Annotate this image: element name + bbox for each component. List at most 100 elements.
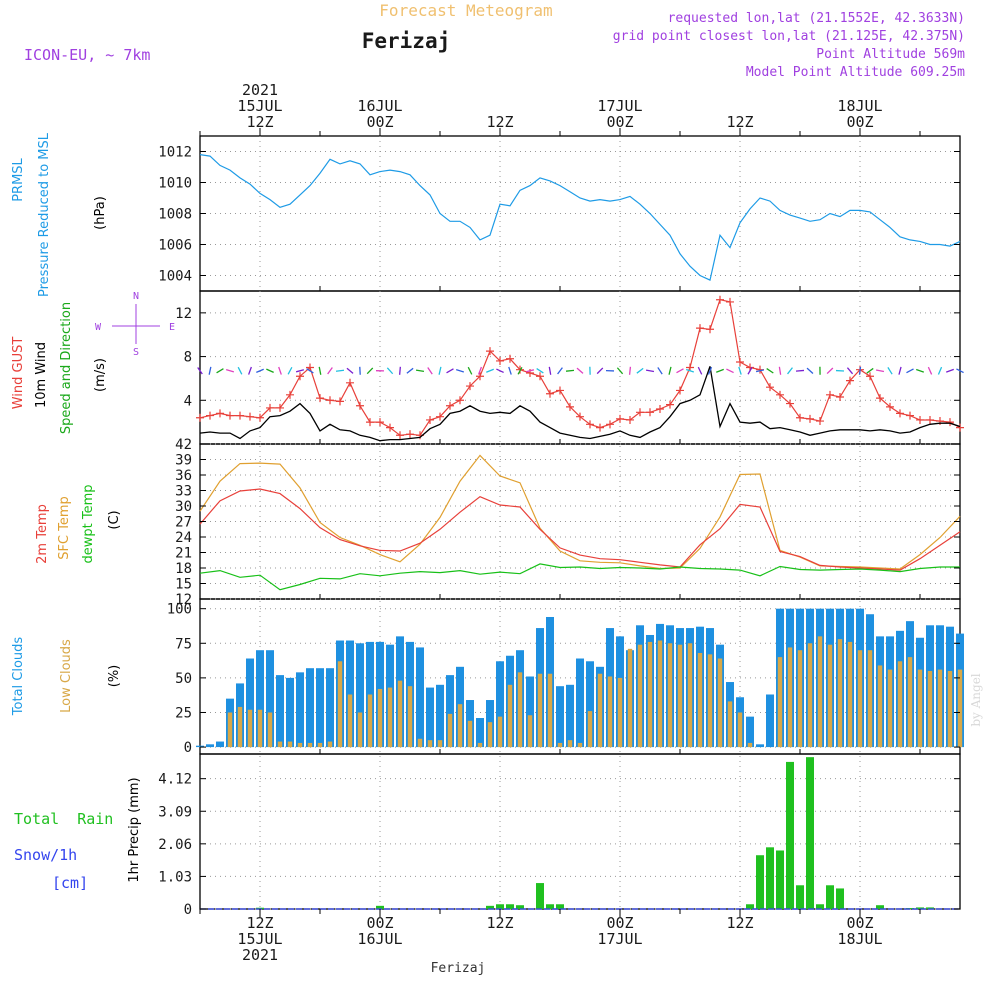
bottom-time-label: 12Z (726, 914, 753, 932)
low-clouds-bar (447, 713, 453, 748)
gust-marker (266, 403, 274, 412)
low-clouds-bar (497, 716, 503, 748)
rain-bar (766, 847, 774, 909)
wind-direction-arrow (906, 368, 914, 374)
low-clouds-bar (517, 672, 523, 748)
low-clouds-bar (237, 706, 243, 748)
wind-direction-arrow (225, 369, 235, 373)
gust-marker (386, 423, 394, 432)
gust-marker (586, 420, 594, 429)
low-clouds-bar (457, 704, 463, 748)
top-time-label: 12Z (486, 113, 513, 131)
temp-ytick-label: 21 (175, 546, 192, 562)
total-clouds-bar (436, 684, 444, 748)
wind-direction-arrow (386, 367, 394, 375)
gust-marker (576, 412, 584, 421)
low-clouds-bar (437, 740, 443, 748)
rain-bar (796, 885, 804, 909)
low-clouds-bar (347, 694, 353, 748)
gust-marker (816, 417, 824, 426)
wind-direction-arrow (795, 369, 805, 372)
gust-marker (676, 386, 684, 395)
low-clouds-bar (527, 715, 533, 748)
wind-ytick-label: 12 (175, 306, 192, 322)
gust-marker (916, 415, 924, 424)
low-clouds-bar (627, 648, 633, 748)
model-altitude: Model Point Altitude 609.25m (746, 65, 965, 80)
wind-direction-arrow (548, 366, 552, 375)
wind-direction-arrow (787, 367, 793, 375)
low-clouds-bar (257, 709, 263, 748)
clouds-ytick-label: 75 (175, 636, 192, 652)
low-clouds-bar (747, 742, 753, 748)
wind-direction-arrow (927, 366, 933, 375)
low-clouds-bar (727, 701, 733, 748)
low-clouds-bar (857, 650, 863, 748)
gust-marker (406, 430, 414, 439)
wind-direction-arrow (596, 367, 604, 375)
rain-bar (876, 905, 884, 909)
total-clouds-bar (526, 676, 534, 748)
wind-direction-arrow (486, 368, 494, 373)
gust-marker (436, 412, 444, 421)
total-clouds-bar (296, 672, 304, 748)
low-clouds-bar (897, 661, 903, 748)
rain-bar (536, 883, 544, 909)
gust-marker (616, 414, 624, 423)
bottom-time-label: 12Z (486, 914, 513, 932)
wind-direction-arrow (726, 368, 734, 374)
total-clouds-bar (256, 650, 264, 748)
rain-bar (776, 850, 784, 909)
total-clouds-label: Total Clouds (11, 637, 26, 717)
gust-marker (316, 394, 324, 403)
gust-marker (806, 414, 814, 423)
gust-marker (396, 431, 404, 440)
wind-unit: (m/s) (93, 358, 108, 392)
wind-direction-arrow (707, 366, 713, 375)
low-clouds-bar (697, 652, 703, 748)
wind-direction-arrow (536, 368, 544, 374)
low-clouds-bar (377, 688, 383, 748)
wind-ytick-label: 4 (184, 393, 192, 409)
rain-bar (746, 904, 754, 909)
bottom-time-label: 16JUL (357, 930, 402, 948)
low-clouds-bar (617, 677, 623, 748)
temp-ytick-label: 30 (175, 499, 192, 515)
low-clouds-bar (357, 712, 363, 748)
low-clouds-bar (247, 709, 253, 748)
wind-direction-arrow (306, 368, 314, 374)
wind-direction-arrow (346, 367, 354, 374)
top-time-label: 12Z (726, 113, 753, 131)
gust-label: Wind GUST (11, 337, 26, 410)
precip-ytick-label: 4.12 (158, 772, 192, 788)
wind-direction-arrow (716, 368, 724, 373)
low-clouds-bar (817, 636, 823, 748)
total-clouds-bar (246, 658, 254, 748)
wind-direction-arrow (557, 367, 563, 375)
low-clouds-bar (477, 742, 483, 748)
total-clouds-bar (276, 675, 284, 748)
gust-marker (216, 409, 224, 418)
wind-direction-arrow (766, 368, 774, 374)
clouds-ytick-label: 25 (175, 705, 192, 721)
sfc-temp-line (199, 454, 961, 570)
total-clouds-bar (286, 677, 294, 748)
gust-marker (226, 411, 234, 420)
low-clouds-label: Low Clouds (59, 639, 74, 713)
compass-e: E (169, 322, 175, 333)
rain-label: Total Rain (14, 810, 113, 828)
wind-direction-arrow (427, 367, 433, 375)
pressure-ytick-label: 1010 (158, 176, 192, 192)
gust-marker (946, 418, 954, 427)
temp-ytick-label: 33 (175, 484, 192, 500)
gust-marker (336, 397, 344, 406)
low-clouds-bar (537, 673, 543, 748)
snow-label: Snow/1h (14, 846, 77, 864)
gust-marker (836, 393, 844, 402)
top-time-label: 15JUL (237, 97, 282, 115)
gust-marker (366, 418, 374, 427)
gust-marker (896, 409, 904, 418)
low-clouds-bar (317, 742, 323, 748)
total-clouds-bar (266, 650, 274, 748)
